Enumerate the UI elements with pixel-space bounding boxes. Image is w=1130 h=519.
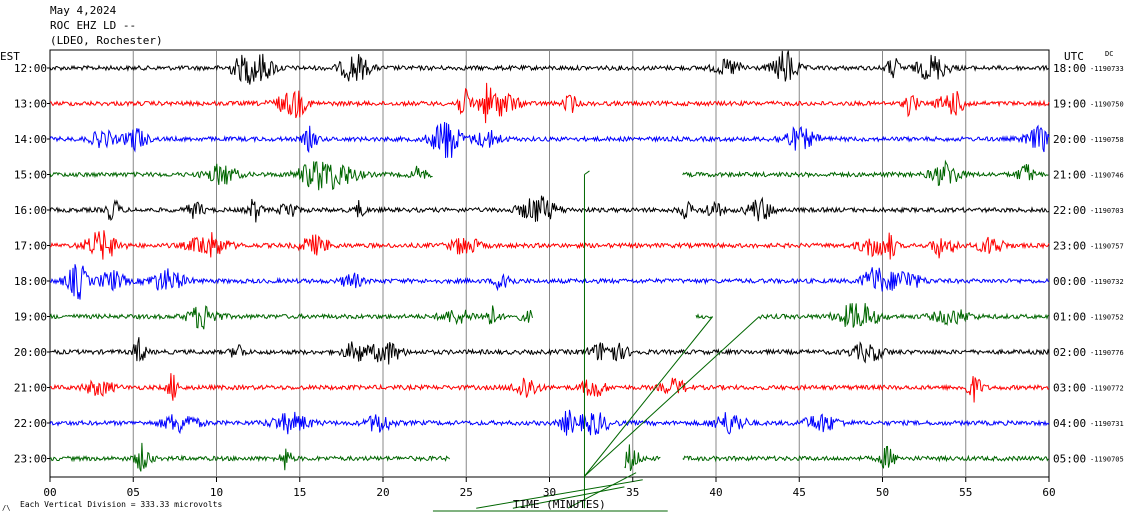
x-tick-label: 55 — [959, 486, 972, 499]
dc-offset-label: -1190731 — [1090, 420, 1124, 428]
seismic-trace — [624, 444, 661, 471]
y-axis-labels: 12:00 18:00 -1190733 13:00 19:00 -1190750 14:0… — [14, 62, 1124, 466]
dc-offset-label: -1190732 — [1090, 278, 1124, 286]
x-tick-label: 50 — [876, 486, 889, 499]
x-tick-label: 30 — [543, 486, 556, 499]
est-timezone-label: EST — [0, 50, 20, 63]
est-hour-label: 19:00 — [14, 311, 47, 324]
dc-offset-label: -1190750 — [1090, 101, 1124, 109]
utc-hour-label: 01:00 — [1053, 311, 1086, 324]
utc-hour-label: 02:00 — [1053, 346, 1086, 359]
est-hour-label: 15:00 — [14, 169, 47, 182]
utc-hour-label: 04:00 — [1053, 417, 1086, 430]
x-tick-label: 20 — [376, 486, 389, 499]
seismic-trace — [49, 121, 1050, 159]
est-hour-label: 12:00 — [14, 62, 47, 75]
x-tick-label: 05 — [127, 486, 140, 499]
utc-timezone-label: UTC — [1064, 50, 1084, 63]
utc-hour-label: 03:00 — [1053, 382, 1086, 395]
est-hour-label: 21:00 — [14, 382, 47, 395]
scale-note: Each Vertical Division = 333.33 microvol… — [20, 500, 222, 509]
glitch-line — [567, 472, 637, 509]
est-hour-label: 16:00 — [14, 204, 47, 217]
glitch-line — [476, 479, 643, 509]
glitch-lines — [432, 170, 760, 512]
est-hour-label: 23:00 — [14, 453, 47, 466]
seismic-trace — [758, 303, 1050, 328]
seismic-trace — [682, 445, 1049, 469]
est-hour-label: 20:00 — [14, 346, 47, 359]
utc-hour-label: 20:00 — [1053, 133, 1086, 146]
utc-hour-label: 22:00 — [1053, 204, 1086, 217]
seismic-trace — [49, 373, 1050, 403]
seismic-trace — [49, 230, 1050, 260]
seismic-trace — [49, 195, 1050, 223]
dc-offset-label: -1190733 — [1090, 65, 1124, 73]
dc-label: DC — [1105, 50, 1113, 58]
seismic-traces — [49, 50, 1050, 472]
est-hour-label: 18:00 — [14, 275, 47, 288]
seismic-trace — [49, 161, 433, 191]
x-tick-label: 35 — [626, 486, 639, 499]
est-hour-label: 17:00 — [14, 240, 47, 253]
seismic-trace — [49, 409, 1050, 436]
seismic-trace — [682, 159, 1049, 186]
seismic-trace — [49, 50, 1050, 85]
x-tick-label: 00 — [43, 486, 56, 499]
seismic-trace — [49, 305, 533, 330]
dc-offset-label: -1190776 — [1090, 349, 1124, 357]
seismic-trace — [49, 337, 1050, 365]
seismic-trace — [49, 264, 1050, 300]
x-tick-label: 40 — [709, 486, 722, 499]
dc-offset-label: -1190758 — [1090, 136, 1124, 144]
dc-offset-label: -1190752 — [1090, 314, 1124, 322]
date-title: May 4,2024 — [50, 4, 117, 17]
dc-offset-label: -1190703 — [1090, 207, 1124, 215]
dc-offset-label: -1190705 — [1090, 456, 1124, 464]
x-tick-label: 45 — [793, 486, 806, 499]
est-hour-label: 13:00 — [14, 98, 47, 111]
utc-hour-label: 05:00 — [1053, 453, 1086, 466]
utc-hour-label: 21:00 — [1053, 169, 1086, 182]
x-axis-labels: 00 05 10 15 20 25 30 35 40 45 50 55 60 — [43, 477, 1056, 499]
utc-hour-label: 00:00 — [1053, 275, 1086, 288]
grid-lines — [49, 49, 1050, 478]
seismic-trace — [49, 82, 1050, 124]
x-tick-label: 60 — [1042, 486, 1055, 499]
utc-hour-label: 23:00 — [1053, 240, 1086, 253]
x-tick-label: 10 — [210, 486, 223, 499]
glitch-line — [584, 316, 714, 477]
x-axis-title: TIME (MINUTES) — [513, 498, 606, 511]
glitch-line — [584, 170, 590, 175]
dc-offset-label: -1190757 — [1090, 243, 1124, 251]
station-label: ROC EHZ LD -- — [50, 19, 137, 32]
network-label: (LDEO, Rochester) — [50, 34, 163, 47]
seismic-trace — [695, 313, 713, 320]
glitch-line — [512, 486, 625, 509]
seismic-trace — [49, 442, 450, 472]
dc-offset-label: -1190772 — [1090, 385, 1124, 393]
est-hour-label: 14:00 — [14, 133, 47, 146]
glitch-line — [584, 316, 760, 477]
utc-hour-label: 18:00 — [1053, 62, 1086, 75]
dc-offset-label: -1190746 — [1090, 172, 1124, 180]
scale-marker: /\ — [2, 504, 10, 512]
est-hour-label: 22:00 — [14, 417, 47, 430]
utc-hour-label: 19:00 — [1053, 98, 1086, 111]
x-tick-label: 15 — [293, 486, 306, 499]
x-tick-label: 25 — [460, 486, 473, 499]
